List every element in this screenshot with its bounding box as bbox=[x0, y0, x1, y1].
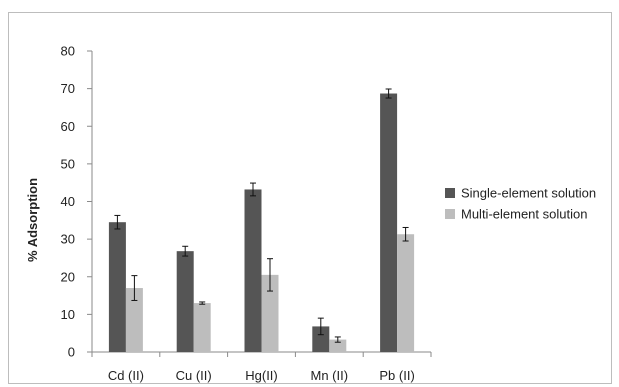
bars bbox=[108, 93, 415, 353]
legend-label: Multi-element solution bbox=[461, 207, 587, 222]
y-tick-label: 80 bbox=[61, 44, 75, 59]
x-tick-label: Pb (II) bbox=[379, 368, 414, 383]
y-tick-label: 70 bbox=[61, 81, 75, 96]
bar bbox=[329, 339, 347, 352]
x-tick-label: Cu (II) bbox=[176, 368, 212, 383]
y-tick-label: 0 bbox=[68, 345, 75, 360]
bar bbox=[125, 288, 143, 352]
legend-swatch bbox=[445, 188, 455, 198]
chart-frame bbox=[8, 12, 612, 384]
y-tick-label: 10 bbox=[61, 307, 75, 322]
error-bars bbox=[114, 88, 409, 343]
legend-label: Single-element solution bbox=[461, 186, 596, 201]
y-axis: 0 10 20 30 40 50 60 70 80 bbox=[61, 44, 93, 360]
y-tick-label: 40 bbox=[61, 194, 75, 209]
bar bbox=[176, 251, 194, 352]
bar bbox=[261, 274, 279, 352]
bar bbox=[108, 222, 126, 352]
legend: Single-element solution Multi-element sol… bbox=[445, 186, 596, 222]
y-tick-label: 20 bbox=[61, 269, 75, 284]
y-tick-label: 30 bbox=[61, 232, 75, 247]
bar bbox=[380, 93, 398, 353]
x-axis: Cd (II) Cu (II) Hg(II) Mn (II) Pb (II) bbox=[91, 351, 432, 383]
x-tick-label: Mn (II) bbox=[311, 368, 349, 383]
y-tick-label: 50 bbox=[61, 156, 75, 171]
y-tick-label: 60 bbox=[61, 119, 75, 134]
bar bbox=[244, 189, 262, 352]
x-tick-label: Cd (II) bbox=[108, 368, 144, 383]
bar bbox=[312, 326, 330, 352]
x-tick-label: Hg(II) bbox=[245, 368, 278, 383]
bar bbox=[397, 234, 415, 352]
y-axis-label: % Adsorption bbox=[25, 178, 40, 262]
bar bbox=[193, 303, 211, 352]
legend-swatch bbox=[445, 209, 455, 219]
